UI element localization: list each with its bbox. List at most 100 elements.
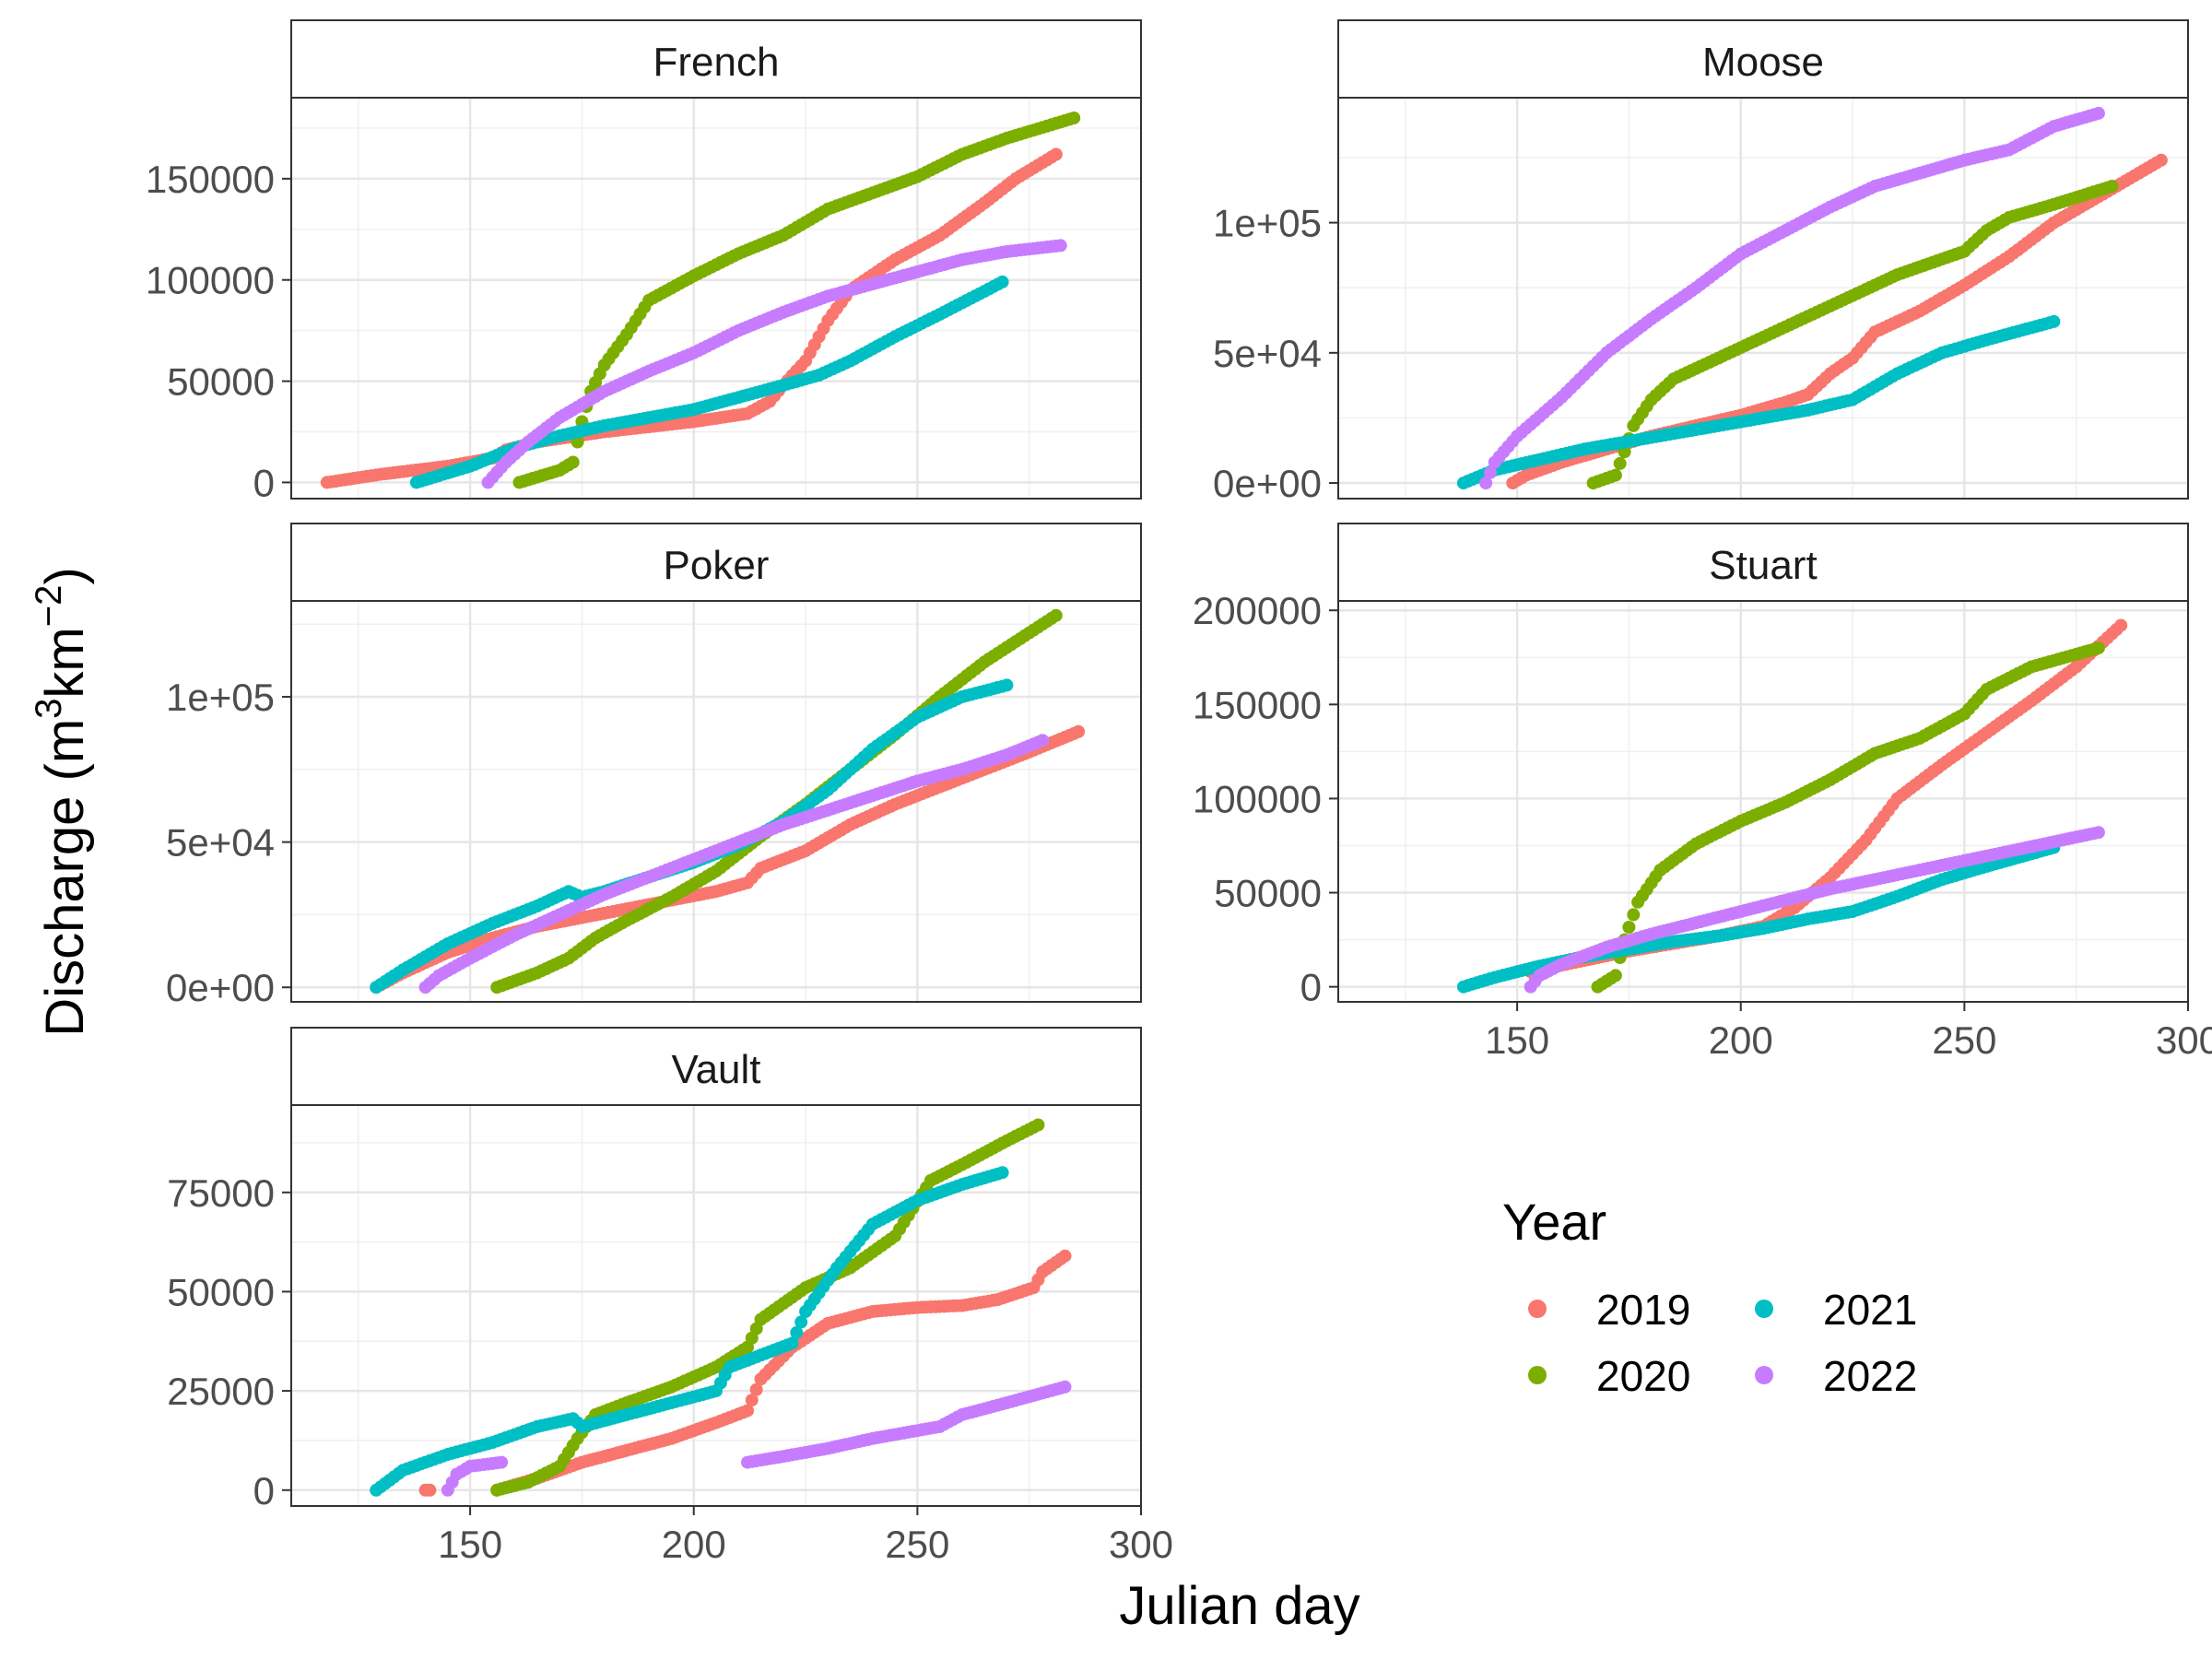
x-tick-label: 300 xyxy=(2156,1018,2212,1062)
y-tick-label: 100000 xyxy=(146,259,275,302)
data-point xyxy=(2091,826,2105,840)
data-point xyxy=(785,1336,799,1350)
y-tick-label: 1e+05 xyxy=(1213,202,1322,245)
data-point xyxy=(1622,921,1636,934)
y-tick-label: 5e+04 xyxy=(166,821,275,865)
data-point xyxy=(2105,180,2119,193)
y-tick-label: 0 xyxy=(253,461,275,504)
data-point xyxy=(1036,734,1050,747)
x-tick-label: 300 xyxy=(1109,1523,1173,1566)
y-axis-title-unit: km xyxy=(35,627,95,698)
y-tick-label: 75000 xyxy=(167,1171,275,1215)
y-axis-title: Discharge (m3km−2) xyxy=(29,567,95,1036)
plot-area-poker xyxy=(291,601,1141,1002)
series-moose-2020 xyxy=(1586,180,2119,490)
data-point xyxy=(1484,465,1497,479)
x-axis-title: Julian day xyxy=(1119,1576,1359,1636)
legend-key-2022 xyxy=(1755,1366,1773,1384)
series-french-2020 xyxy=(512,112,1081,489)
y-tick-label: 0e+00 xyxy=(1213,462,1322,505)
y-tick-label: 150000 xyxy=(146,158,275,201)
x-tick-label: 250 xyxy=(1932,1018,1996,1062)
data-point xyxy=(1031,1118,1045,1132)
panel-border-stuart xyxy=(1337,600,2189,1003)
legend-key-2020 xyxy=(1528,1366,1547,1384)
legend: Year 2019 2021 2020 2022 xyxy=(1502,1193,1917,1400)
data-point xyxy=(2091,641,2105,655)
y-tick-label: 50000 xyxy=(1214,872,1322,915)
facet-panels: French 0 50000 100000 150000 Moose 0e+00 5e+04 1… xyxy=(146,19,2212,1566)
strip-label-stuart: Stuart xyxy=(1709,543,1817,588)
data-point xyxy=(566,455,580,469)
legend-key-2021 xyxy=(1755,1300,1773,1318)
panel-border-vault xyxy=(290,1104,1142,1507)
data-point xyxy=(1058,1249,1072,1263)
y-tick-label: 0 xyxy=(1300,966,1322,1009)
y-tick-label: 0 xyxy=(253,1469,275,1512)
y-axis-title-sup2: −2 xyxy=(29,585,69,628)
data-point xyxy=(2091,106,2105,120)
data-point xyxy=(495,1455,509,1469)
strip-french xyxy=(290,19,1142,99)
y-tick-label: 25000 xyxy=(167,1370,275,1413)
data-point xyxy=(1608,969,1622,982)
strip-label-moose: Moose xyxy=(1702,40,1824,85)
data-point xyxy=(1053,239,1067,253)
data-point xyxy=(790,1325,804,1339)
legend-label-2019: 2019 xyxy=(1596,1286,1690,1334)
panel-border-french xyxy=(290,97,1142,500)
data-point xyxy=(1608,468,1622,482)
legend-label-2021: 2021 xyxy=(1823,1286,1917,1334)
panel-border-moose xyxy=(1337,97,2189,500)
series-french-2022 xyxy=(481,239,1067,489)
strip-label-poker: Poker xyxy=(664,543,770,588)
series-vault-2022 xyxy=(441,1455,509,1497)
data-point xyxy=(2114,618,2128,632)
series-moose-2019 xyxy=(1506,153,2168,490)
y-tick-label: 0e+00 xyxy=(166,966,275,1009)
series-moose-2022 xyxy=(1479,106,2105,490)
panel-border-poker xyxy=(290,600,1142,1003)
panel-french: French 0 50000 100000 150000 xyxy=(146,19,1143,504)
legend-key-2019 xyxy=(1528,1300,1547,1318)
plot-area-vault xyxy=(291,1105,1141,1506)
y-axis-title-close: ) xyxy=(35,567,95,584)
series-stuart-2022 xyxy=(1524,826,2105,994)
data-point xyxy=(741,1404,754,1418)
data-point xyxy=(995,275,1009,288)
panel-stuart: Stuart 0 50000 100000 150000 200000 150 200 250 3… xyxy=(1193,523,2212,1062)
x-tick-label: 250 xyxy=(885,1523,949,1566)
data-point xyxy=(745,1394,759,1407)
x-tick-label: 150 xyxy=(438,1523,502,1566)
data-point xyxy=(1072,724,1086,738)
y-tick-label: 200000 xyxy=(1193,589,1322,632)
legend-label-2022: 2022 xyxy=(1823,1352,1917,1400)
series-vault-2021 xyxy=(370,1166,1009,1497)
x-tick-label: 200 xyxy=(1709,1018,1773,1062)
series-vault-2022 xyxy=(741,1380,1072,1469)
data-point xyxy=(1067,112,1081,124)
y-axis-title-sup1: 3 xyxy=(29,699,69,719)
series-poker-2022 xyxy=(418,734,1050,994)
data-point xyxy=(2154,153,2168,167)
strip-vault xyxy=(290,1027,1142,1106)
data-point xyxy=(1000,678,1014,692)
y-tick-label: 50000 xyxy=(167,360,275,404)
data-point xyxy=(423,1483,437,1497)
series-vault-2019 xyxy=(418,1483,437,1497)
x-tick-label: 200 xyxy=(662,1523,726,1566)
data-point xyxy=(1627,908,1641,922)
data-point xyxy=(794,1315,808,1329)
y-tick-label: 1e+05 xyxy=(166,676,275,719)
data-point xyxy=(1049,147,1063,161)
data-point xyxy=(1049,608,1063,622)
y-tick-label: 50000 xyxy=(167,1270,275,1313)
y-axis-title-text: Discharge (m xyxy=(35,719,95,1037)
series-stuart-2021 xyxy=(1456,841,2061,994)
legend-label-2020: 2020 xyxy=(1596,1352,1690,1400)
data-point xyxy=(1479,477,1493,490)
data-point xyxy=(2047,314,2061,328)
panel-vault: Vault 0 25000 50000 75000 150 200 250 300 xyxy=(167,1027,1173,1566)
series-stuart-2020 xyxy=(1591,641,2105,994)
plot-area-moose xyxy=(1338,98,2188,499)
